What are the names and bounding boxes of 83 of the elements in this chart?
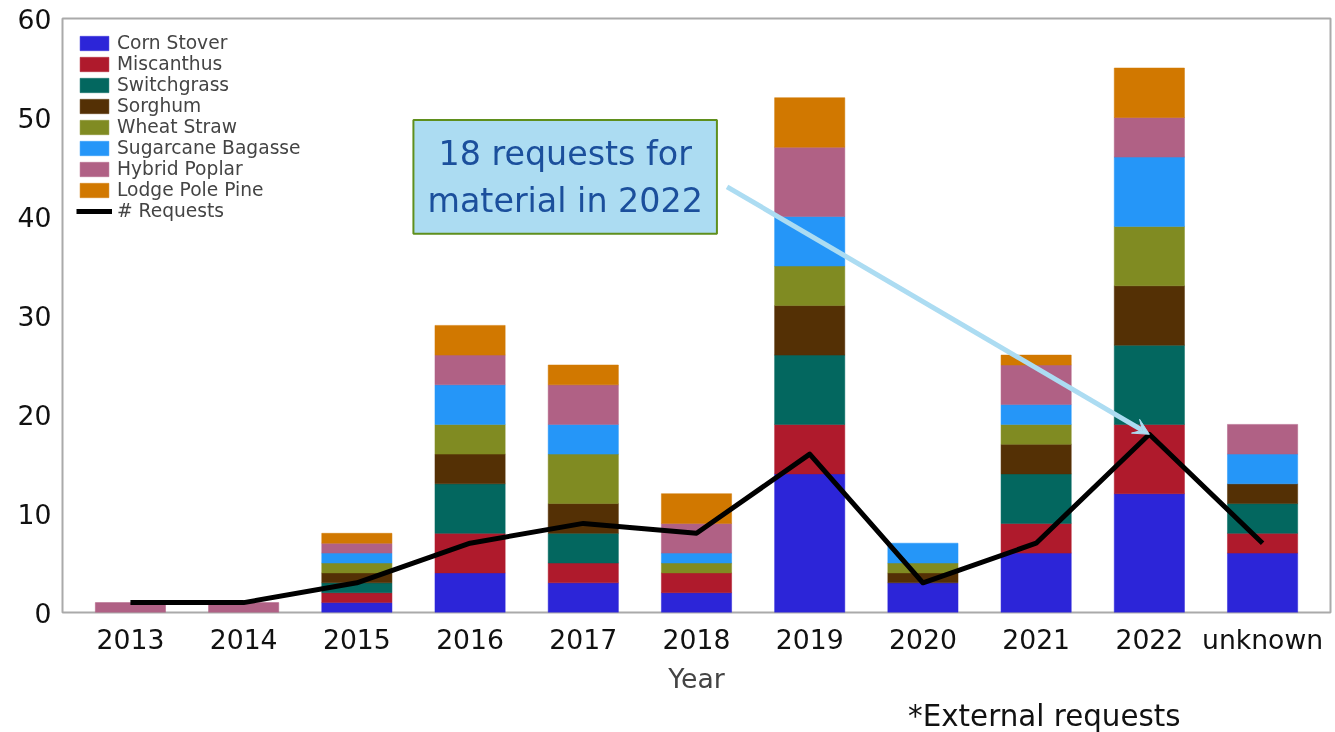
- bar: [1114, 156, 1185, 227]
- bar: [1227, 483, 1298, 504]
- bar: [1114, 285, 1185, 346]
- bar: [434, 453, 506, 485]
- legend-label: Miscanthus: [117, 53, 223, 74]
- y-tick-label: 40: [17, 201, 52, 233]
- bar: [547, 364, 619, 386]
- bar: [661, 562, 732, 574]
- bar: [1114, 493, 1185, 613]
- bar: [774, 97, 846, 148]
- bar: [321, 562, 393, 574]
- bar: [1227, 453, 1298, 485]
- bar: [1114, 344, 1185, 425]
- bar: [321, 533, 393, 544]
- bar: [547, 453, 619, 504]
- bar: [661, 552, 732, 564]
- bar: [547, 384, 619, 425]
- bar: [1227, 503, 1298, 534]
- legend-label: Switchgrass: [117, 74, 230, 95]
- x-tick-label: 2014: [209, 623, 278, 655]
- legend-label: Lodge Pole Pine: [117, 179, 264, 200]
- legend-label: Sugarcane Bagasse: [117, 137, 301, 158]
- bar: [774, 473, 846, 613]
- text: *External requests: [908, 698, 1181, 732]
- y-tick-label: 60: [17, 3, 52, 35]
- bar: [1000, 404, 1072, 425]
- bar: [547, 424, 619, 455]
- bar: [887, 542, 959, 564]
- bar: [1000, 443, 1072, 475]
- bar: [321, 592, 393, 603]
- legend-label: Corn Stover: [117, 32, 228, 53]
- x-tick-label: 2017: [549, 623, 618, 655]
- annotation: 18 requests for material in 2022: [427, 134, 703, 220]
- bar: [774, 146, 846, 217]
- bar: [1000, 364, 1072, 405]
- x-tick-label: 2021: [1002, 623, 1071, 655]
- bar: [1114, 226, 1185, 287]
- bar: [1227, 533, 1298, 554]
- x-tick-label: 2018: [662, 623, 731, 655]
- y-tick-label: 50: [17, 102, 52, 134]
- bar: [661, 493, 732, 524]
- bar: [774, 265, 846, 306]
- bar: [774, 305, 846, 356]
- bar: [661, 592, 732, 613]
- x-tick-label: 2015: [322, 623, 391, 655]
- bar: [661, 572, 732, 593]
- bar: [321, 602, 393, 613]
- bar: [434, 424, 506, 455]
- x-tick-label: 2013: [96, 623, 165, 655]
- legend-label: Sorghum: [117, 95, 202, 116]
- bar: [774, 354, 846, 425]
- bar: [774, 424, 846, 475]
- bar: [1114, 67, 1185, 118]
- x-tick-label: unknown: [1202, 623, 1324, 655]
- legend-label: Hybrid Poplar: [117, 158, 243, 179]
- bar: [1000, 552, 1072, 613]
- x-tick-label: 2016: [436, 623, 504, 655]
- x-tick-label: 2020: [889, 623, 957, 655]
- y-tick-label: 30: [17, 300, 52, 332]
- bar: [1000, 473, 1072, 524]
- bar: [887, 582, 959, 613]
- y-tick-label: 0: [34, 597, 52, 629]
- x-tick-label: 2019: [775, 623, 844, 655]
- bar: [547, 533, 619, 564]
- legend-label: Wheat Straw: [117, 116, 237, 137]
- bar: [434, 325, 506, 356]
- bar: [1114, 117, 1185, 158]
- y-tick-label: 10: [17, 498, 52, 530]
- bar: [434, 572, 506, 613]
- bar: [434, 384, 506, 425]
- bar: [1227, 552, 1298, 613]
- legend-label: # Requests: [117, 200, 225, 221]
- bar: [434, 483, 506, 534]
- bar: [547, 562, 619, 584]
- bar: [321, 552, 393, 564]
- bar: [1000, 424, 1072, 445]
- bar: [1227, 424, 1298, 455]
- x-tick-label: 2022: [1115, 623, 1184, 655]
- y-tick-label: 20: [17, 399, 52, 431]
- bar: [321, 542, 393, 554]
- bar: [547, 582, 619, 613]
- x-axis-title: Year: [667, 662, 725, 694]
- bar: [434, 354, 506, 386]
